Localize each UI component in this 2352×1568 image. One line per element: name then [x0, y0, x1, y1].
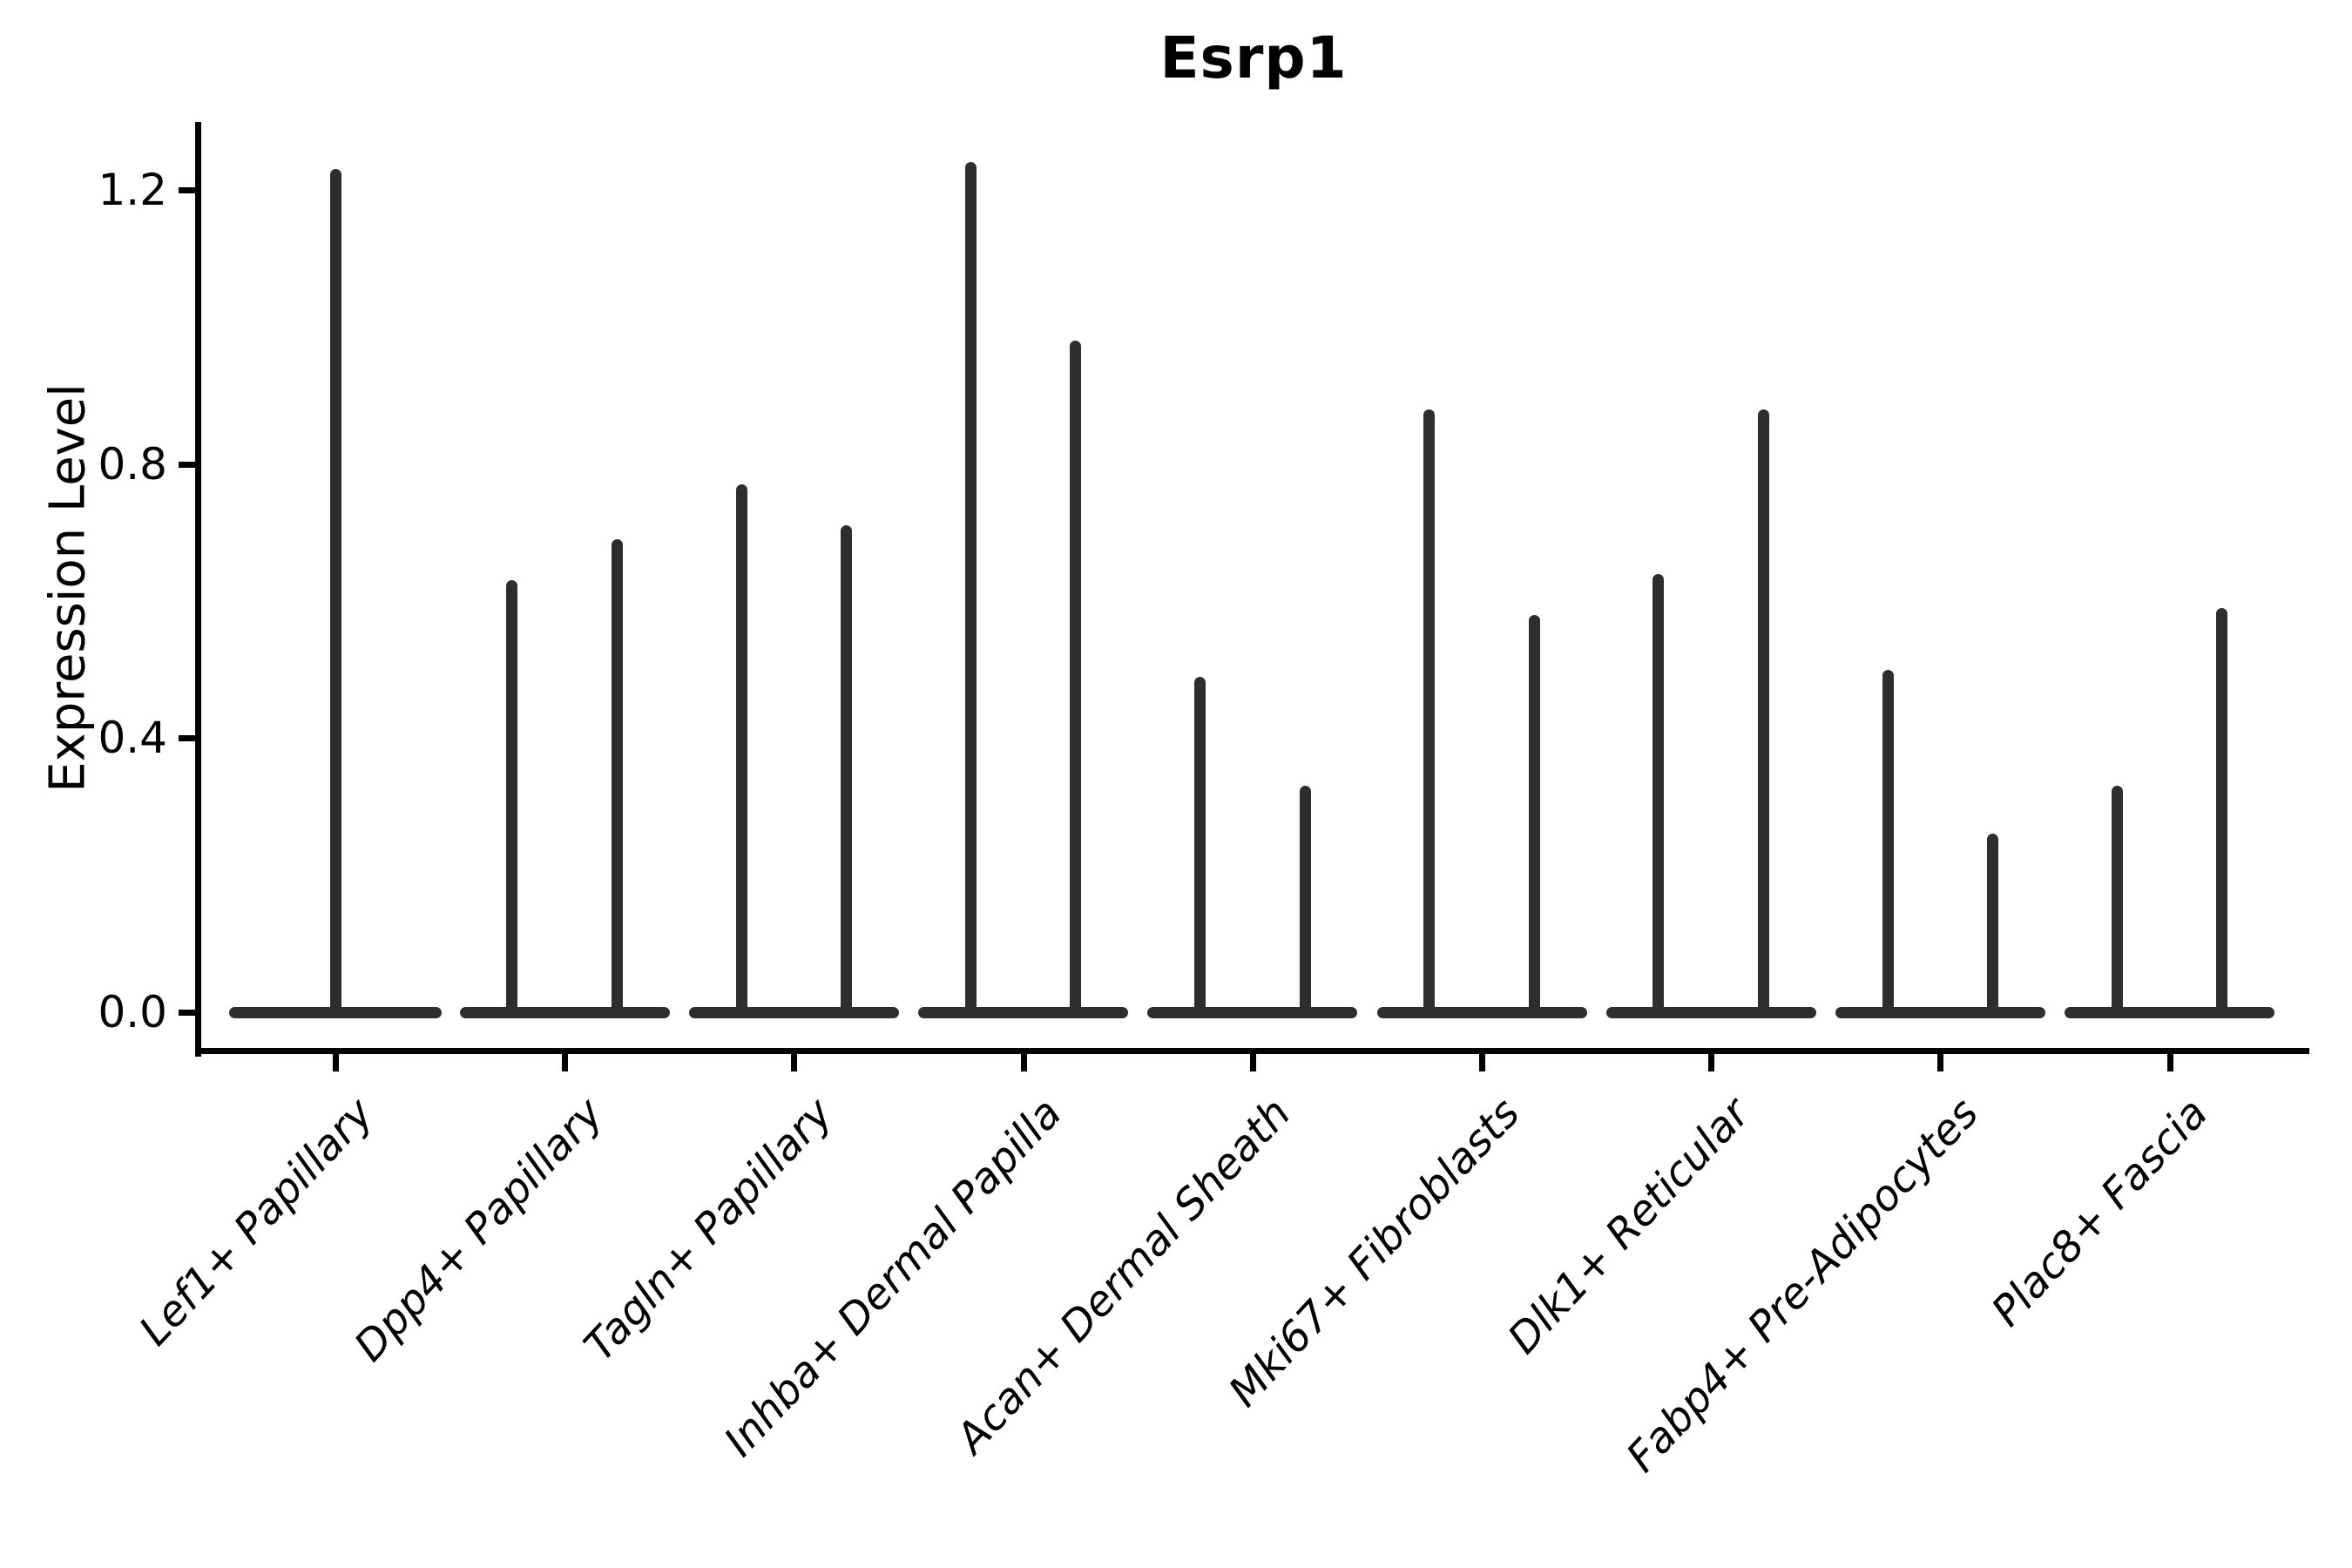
violin-spike [1882, 669, 1894, 1017]
violin-spike [1652, 573, 1665, 1017]
violin-baseline [459, 1007, 670, 1018]
y-tick-label: 1.2 [98, 164, 167, 215]
violin-baseline [1376, 1007, 1587, 1018]
violin-spike [735, 484, 747, 1017]
violin-spike [506, 580, 518, 1017]
violin-spike [2111, 786, 2123, 1017]
violin-baseline [918, 1007, 1129, 1018]
violin-spike [1757, 409, 1769, 1017]
violin-spike [1987, 834, 1999, 1017]
y-tick-label: 0.8 [98, 438, 167, 490]
x-tick-mark [1479, 1054, 1485, 1071]
violin-spike [1423, 409, 1436, 1017]
violin-spike [1528, 614, 1540, 1017]
violin-baseline [688, 1007, 899, 1018]
violin-baseline [1605, 1007, 1816, 1018]
x-tick-mark [1249, 1054, 1256, 1071]
violin-baseline [2065, 1007, 2275, 1018]
x-tick-label: Plac8+ Fascia [1982, 1089, 2218, 1336]
y-tick-mark [179, 186, 198, 193]
violin-spike [1194, 676, 1206, 1017]
x-tick-label: Dpp4+ Papillary [345, 1089, 613, 1371]
violin-baseline [1835, 1007, 2045, 1018]
chart-title: Esrp1 [1159, 24, 1348, 91]
violin-spike [964, 162, 977, 1017]
x-tick-mark [1937, 1054, 1944, 1071]
x-axis-spine [195, 1048, 2309, 1054]
y-tick-label: 0.4 [98, 713, 167, 764]
x-tick-mark [333, 1054, 339, 1071]
x-tick-mark [562, 1054, 569, 1071]
x-tick-label: Dlk1+ Reticular [1498, 1089, 1760, 1363]
x-tick-label: Tagln+ Papillary [574, 1089, 842, 1371]
x-tick-mark [1708, 1054, 1715, 1071]
x-tick-mark [1020, 1054, 1027, 1071]
x-tick-mark [2166, 1054, 2173, 1071]
violin-spike [2216, 607, 2228, 1017]
y-tick-mark [179, 735, 198, 742]
y-tick-label: 0.0 [98, 987, 167, 1037]
violin-spike [329, 169, 341, 1017]
x-tick-label: Lef1+ Papillary [130, 1089, 383, 1355]
x-tick-mark [791, 1054, 798, 1071]
violin-spike [841, 525, 853, 1017]
y-tick-mark [179, 1010, 198, 1016]
violin-spike [611, 539, 623, 1017]
y-tick-mark [179, 461, 198, 468]
violin-baseline [1147, 1007, 1358, 1018]
violin-spike [1070, 341, 1082, 1017]
violin-spike [1299, 786, 1311, 1017]
y-axis-spine [195, 122, 201, 1057]
